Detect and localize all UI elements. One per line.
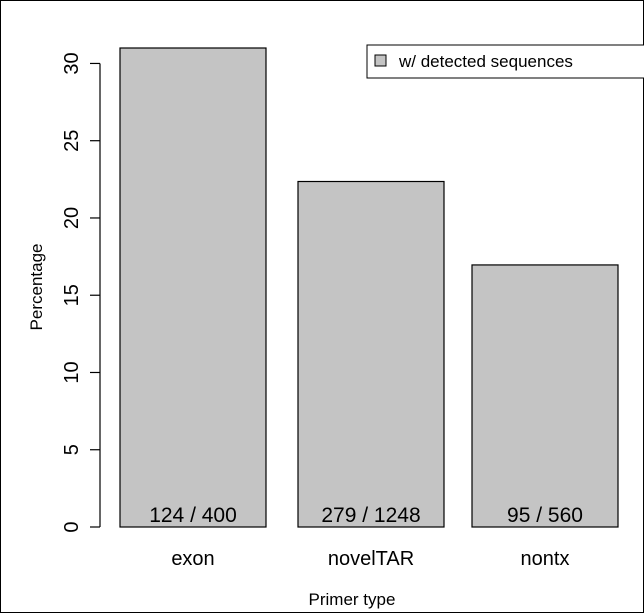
y-tick-label-10: 10 [61,361,83,383]
x-axis-title: Primer type [309,590,396,609]
legend-box [366,44,644,79]
legend: w/ detected sequences [366,44,644,79]
x-tick-label-exon: exon [171,548,214,570]
x-tick-label-novelTAR: novelTAR [328,548,414,570]
y-tick-label-20: 20 [61,207,83,229]
legend-swatch [374,54,387,67]
bar-exon [119,47,267,528]
y-tick-label-15: 15 [61,284,83,306]
y-tick-label-30: 30 [61,52,83,74]
x-tick-label-nontx: nontx [521,548,570,570]
data-label-exon: 124 / 400 [149,504,237,527]
y-tick-label-25: 25 [61,130,83,152]
data-labels: 124 / 400 279 / 1248 95 / 560 [149,504,583,527]
y-axis: 0 5 10 15 20 25 30 [61,52,101,533]
y-axis-title: Percentage [27,244,46,331]
data-label-novelTAR: 279 / 1248 [321,504,420,527]
bars [119,47,619,528]
data-label-nontx: 95 / 560 [507,504,583,527]
bar-novelTAR [297,180,445,528]
x-axis-labels: exon novelTAR nontx [171,548,569,570]
y-tick-label-0: 0 [61,521,83,532]
bar-nontx [471,264,619,528]
legend-label: w/ detected sequences [398,52,573,71]
y-tick-label-5: 5 [61,444,83,455]
